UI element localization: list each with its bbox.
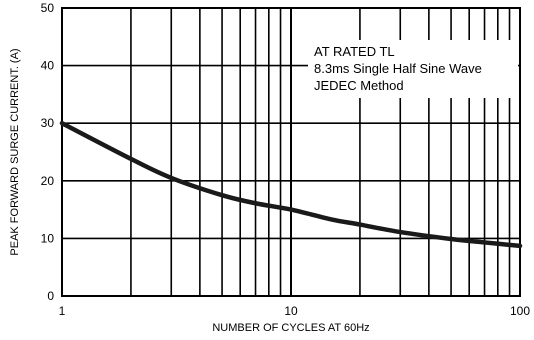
annotation-line-2: 8.3ms Single Half Sine Wave [314, 61, 482, 76]
x-tick-label: 10 [284, 304, 298, 318]
y-tick-label: 40 [41, 59, 55, 73]
annotation-line-3: JEDEC Method [314, 78, 404, 93]
y-tick-label: 0 [47, 289, 54, 303]
y-tick-label: 10 [41, 231, 55, 245]
x-tick-label: 1 [59, 304, 66, 318]
y-tick-label: 50 [41, 1, 55, 15]
y-axis-label: PEAK FORWARD SURGE CURRENT. (A) [9, 48, 21, 255]
annotation-line-1: AT RATED TL [314, 44, 395, 59]
y-tick-label: 30 [41, 116, 55, 130]
x-axis-label: NUMBER OF CYCLES AT 60Hz [212, 322, 369, 334]
x-tick-label: 100 [510, 304, 530, 318]
y-tick-label: 20 [41, 174, 55, 188]
annotation-background [308, 40, 518, 98]
tick-labels: 0 10 20 30 40 50 1 10 100 [41, 1, 531, 318]
series-layer [59, 120, 523, 249]
surge-current-curve [59, 120, 523, 249]
